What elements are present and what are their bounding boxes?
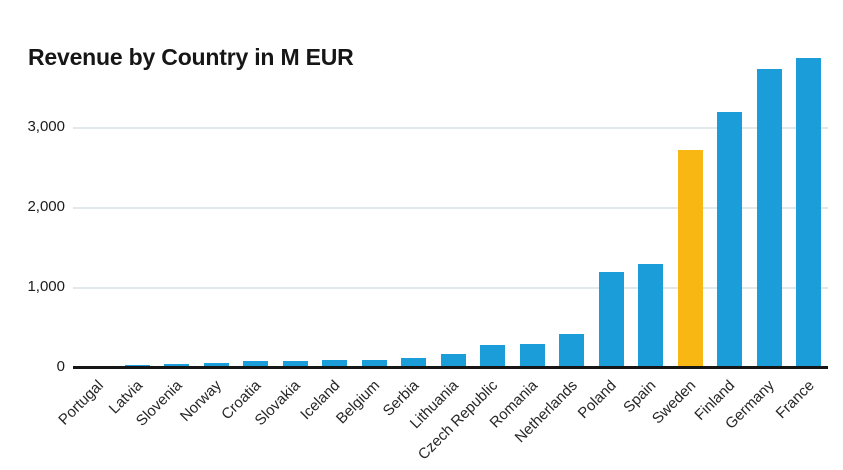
- gridline: [73, 287, 828, 289]
- bar-france: [796, 58, 821, 368]
- x-axis-label-poland: Poland: [574, 377, 621, 423]
- y-tick-label: 1,000: [27, 278, 65, 295]
- x-axis-label-portugal: Portugal: [54, 377, 107, 429]
- bar-slovakia: [282, 360, 308, 368]
- bar-spain: [638, 264, 663, 368]
- gridline: [73, 207, 828, 209]
- bars-row: [73, 48, 828, 368]
- bar-netherlands: [559, 333, 584, 368]
- x-axis-label-belgium: Belgium: [332, 377, 384, 428]
- y-tick-label: 3,000: [27, 118, 65, 135]
- bar-germany: [756, 68, 782, 368]
- x-axis-line: [73, 366, 828, 369]
- y-tick-label: 2,000: [27, 198, 65, 215]
- bar-finland: [717, 112, 742, 368]
- bar-croatia: [243, 361, 268, 368]
- bar-serbia: [401, 357, 426, 368]
- bar-lithuania: [440, 354, 466, 368]
- gridline: [73, 127, 828, 129]
- bar-poland: [598, 272, 624, 368]
- bar-romania: [519, 344, 545, 368]
- x-axis-label-france: France: [772, 377, 818, 423]
- bar-norway: [203, 363, 229, 368]
- chart-title: Revenue by Country in M EUR: [28, 44, 354, 70]
- bar-sweden: [677, 150, 703, 368]
- y-tick-label: 0: [56, 358, 65, 375]
- bar-belgium: [361, 360, 387, 368]
- x-axis-label-sweden: Sweden: [648, 377, 700, 428]
- bar-iceland: [322, 360, 347, 368]
- x-axis-label-norway: Norway: [177, 377, 226, 425]
- bar-czech-republic: [480, 344, 505, 368]
